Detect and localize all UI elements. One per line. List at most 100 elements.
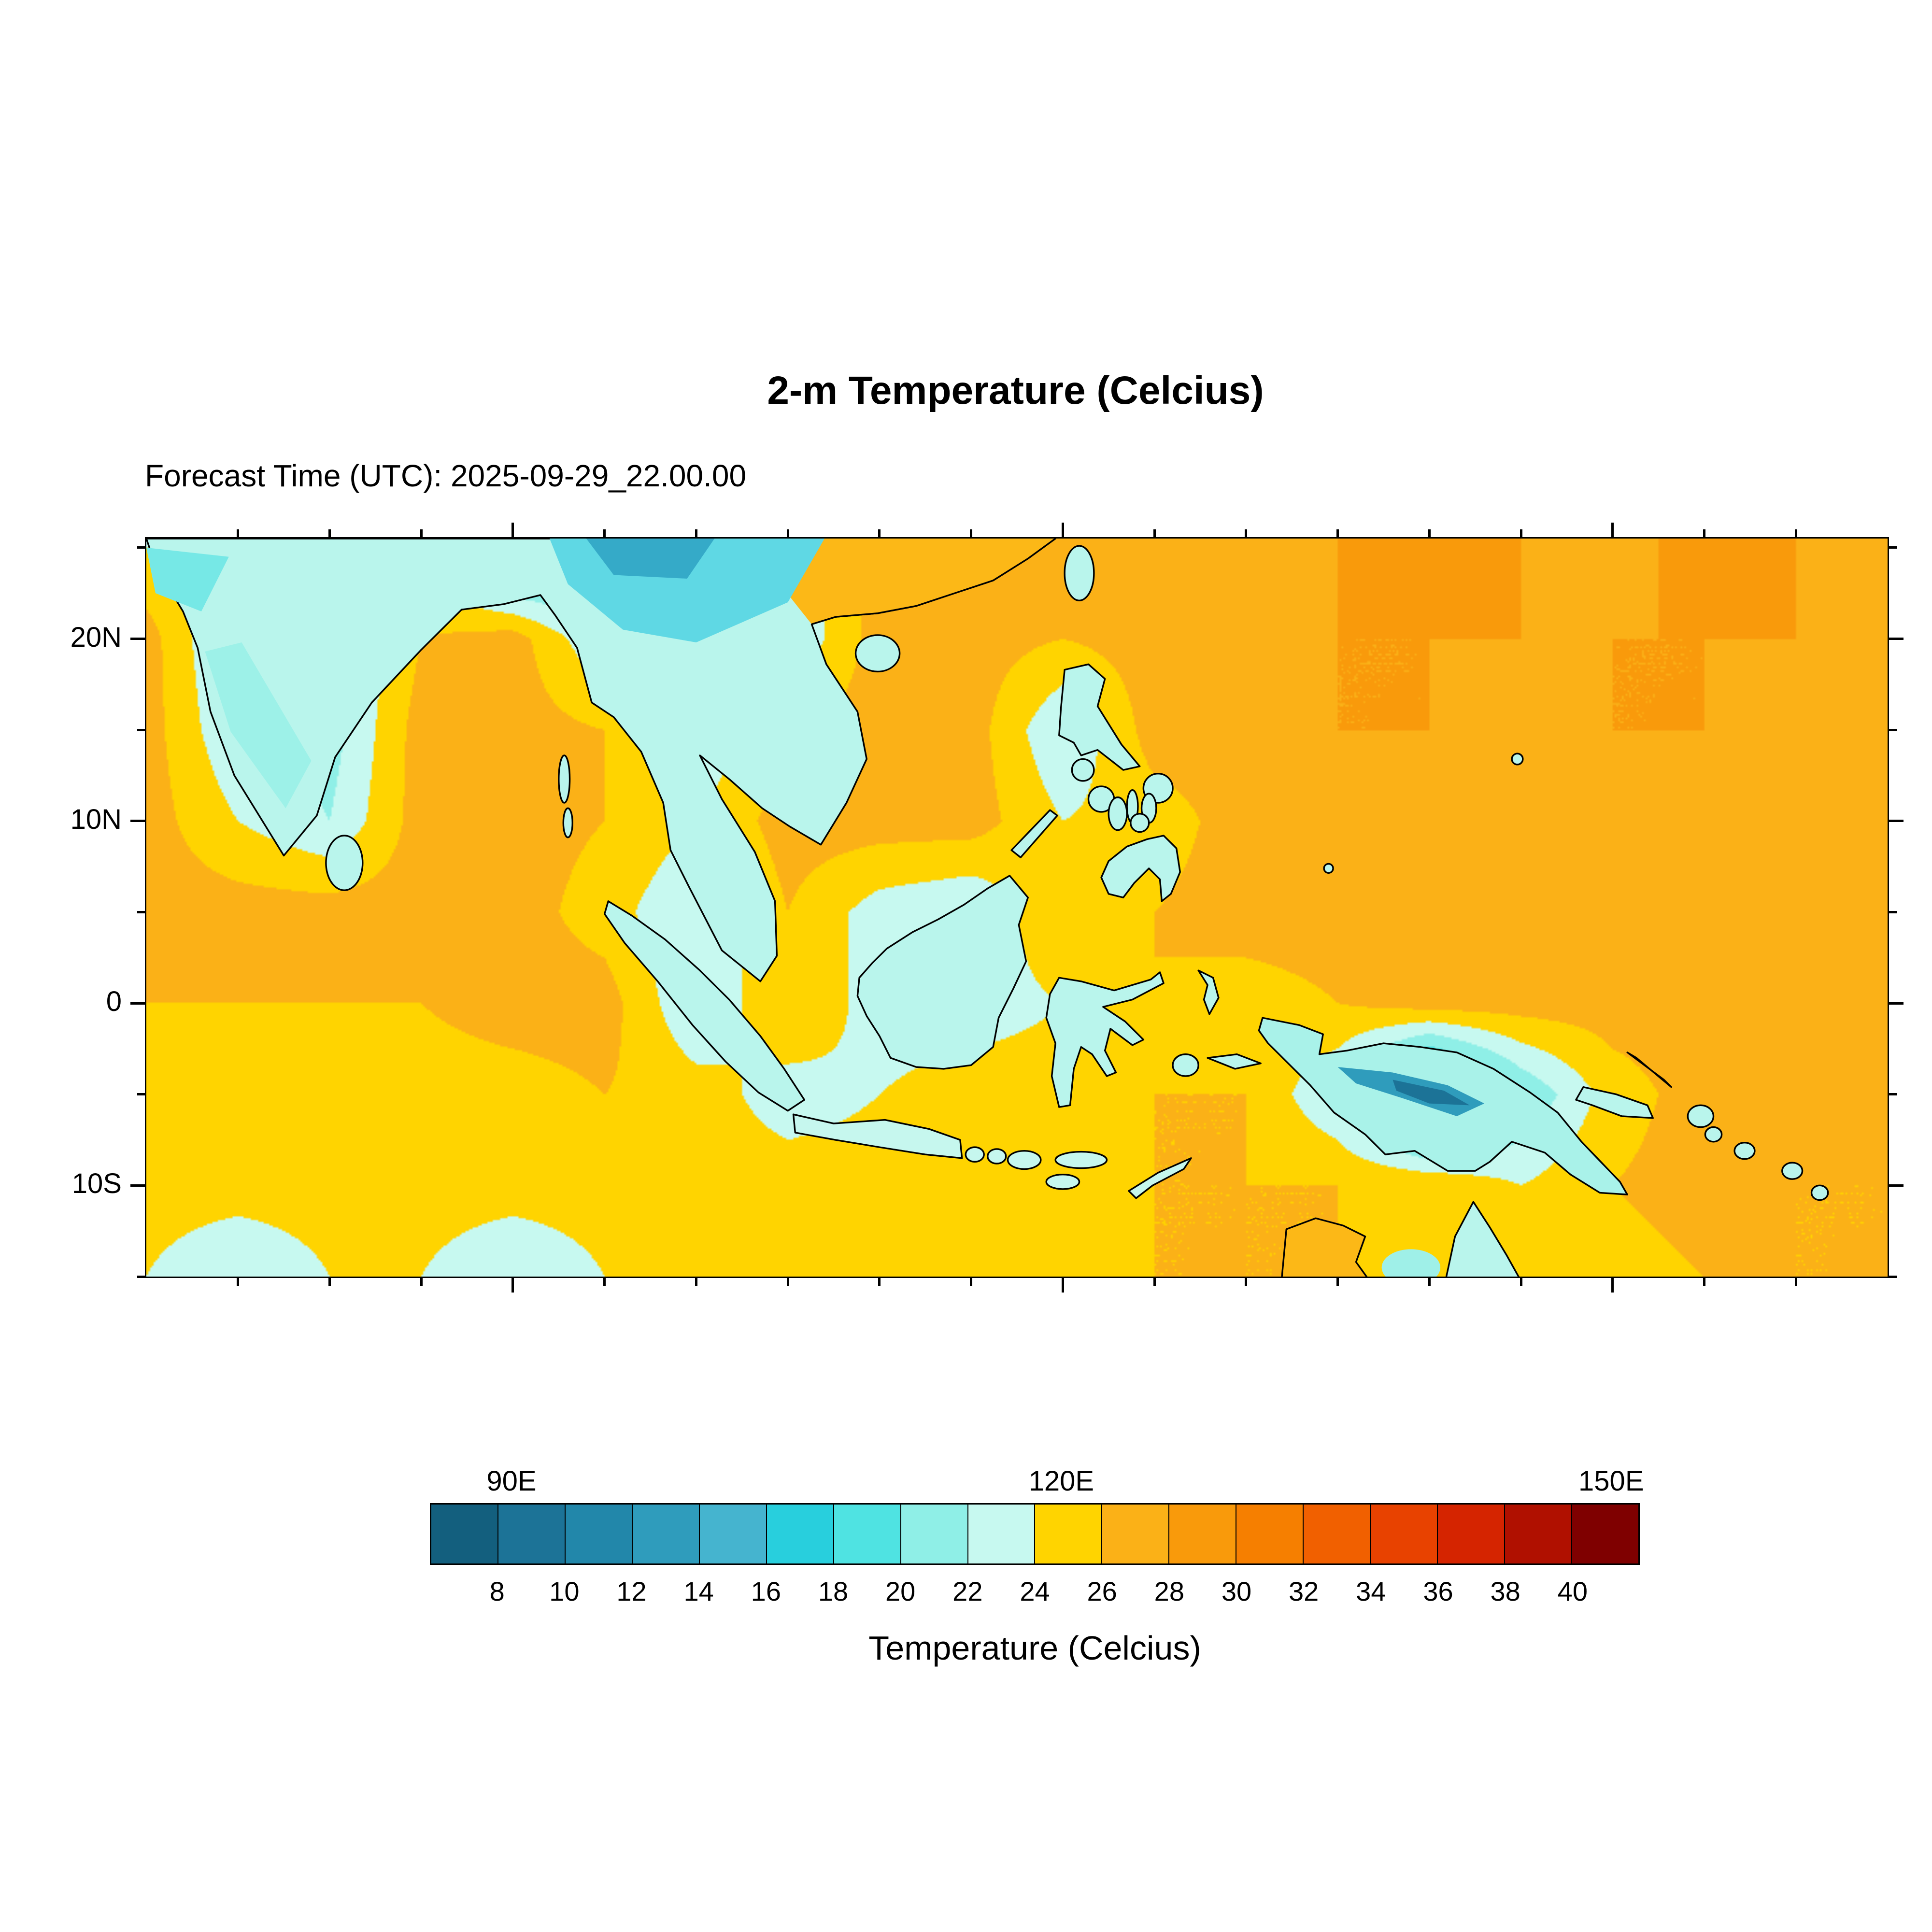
coastline-lombok bbox=[987, 1148, 1007, 1165]
colorbar-box-7 bbox=[900, 1505, 967, 1563]
axis-tick bbox=[137, 1093, 145, 1096]
coastline-bougainville bbox=[1687, 1104, 1715, 1128]
axis-tick bbox=[1794, 529, 1797, 537]
axis-tick bbox=[511, 523, 514, 537]
coastline-solomon-2 bbox=[1733, 1141, 1756, 1160]
forecast-time-label: Forecast Time (UTC): 2025-09-29_22.00.00 bbox=[145, 458, 747, 493]
colorbar-box-4 bbox=[698, 1505, 766, 1563]
axis-tick bbox=[1428, 1278, 1431, 1286]
axis-tick bbox=[137, 728, 145, 731]
axis-tick bbox=[1245, 529, 1248, 537]
colorbar-tick-label-8: 8 bbox=[489, 1576, 505, 1606]
colorbar-tick-label-34: 34 bbox=[1356, 1576, 1386, 1606]
axis-tick bbox=[695, 1278, 697, 1286]
colorbar-box-8 bbox=[967, 1505, 1035, 1563]
axis-tick bbox=[328, 1278, 331, 1286]
coastline-luzon bbox=[1058, 663, 1141, 771]
region-fill-south-china bbox=[762, 539, 1056, 625]
lat-tick-label-20N: 20N bbox=[70, 621, 122, 653]
lon-tick-label-90E: 90E bbox=[486, 1465, 537, 1497]
axis-tick bbox=[137, 546, 145, 549]
axis-tick bbox=[130, 820, 145, 823]
coastline-flores bbox=[1054, 1151, 1108, 1169]
axis-tick bbox=[130, 1184, 145, 1187]
coastline-mindoro bbox=[1071, 758, 1095, 782]
axis-tick bbox=[1245, 1278, 1248, 1286]
colorbar-box-11 bbox=[1168, 1505, 1236, 1563]
colorbar-tick-label-40: 40 bbox=[1557, 1576, 1588, 1606]
coastline-bohol bbox=[1130, 813, 1150, 833]
axis-tick bbox=[878, 1278, 881, 1286]
axis-tick bbox=[1703, 529, 1706, 537]
colorbar-box-0 bbox=[431, 1505, 497, 1563]
colorbar-tick-label-16: 16 bbox=[751, 1576, 781, 1606]
colorbar-box-9 bbox=[1034, 1505, 1102, 1563]
axis-tick bbox=[1794, 1278, 1797, 1286]
colorbar-box-6 bbox=[833, 1505, 900, 1563]
coastline-negros bbox=[1108, 796, 1128, 831]
region-fill-deccan-cool bbox=[205, 642, 312, 809]
coastline-andaman bbox=[558, 754, 571, 804]
coastline-sulawesi bbox=[1045, 971, 1165, 1108]
axis-tick bbox=[1611, 1278, 1614, 1293]
axis-tick bbox=[1336, 529, 1339, 537]
region-fill-carpentaria-cool bbox=[1381, 1249, 1441, 1277]
coastline-sumba bbox=[1045, 1174, 1080, 1190]
colorbar-box-17 bbox=[1571, 1505, 1638, 1563]
colorbar-tick-label-12: 12 bbox=[616, 1576, 647, 1606]
coastline-palawan bbox=[1010, 809, 1058, 858]
coastline-sri-lanka bbox=[325, 835, 364, 891]
axis-tick bbox=[130, 638, 145, 640]
colorbar-tick-label-30: 30 bbox=[1221, 1576, 1252, 1606]
colorbar bbox=[430, 1503, 1640, 1565]
colorbar-tick-label-28: 28 bbox=[1154, 1576, 1184, 1606]
colorbar-tick-label-32: 32 bbox=[1289, 1576, 1319, 1606]
axis-tick bbox=[970, 1278, 973, 1286]
axis-tick bbox=[1889, 1093, 1897, 1096]
coastline-bali bbox=[965, 1146, 985, 1163]
axis-tick bbox=[1061, 1278, 1064, 1293]
coastline-borneo bbox=[856, 875, 1029, 1070]
chart-title: 2-m Temperature (Celcius) bbox=[767, 369, 1264, 412]
coastline-seram bbox=[1207, 1053, 1262, 1070]
colorbar-tick-label-24: 24 bbox=[1020, 1576, 1050, 1606]
region-fill-himalaya-cold bbox=[586, 539, 715, 579]
colorbar-box-16 bbox=[1504, 1505, 1571, 1563]
lon-tick-label-120E: 120E bbox=[1028, 1465, 1094, 1497]
axis-tick bbox=[1520, 1278, 1522, 1286]
colorbar-box-10 bbox=[1101, 1505, 1169, 1563]
colorbar-tick-label-18: 18 bbox=[818, 1576, 849, 1606]
axis-tick bbox=[511, 1278, 514, 1293]
map-clip-region bbox=[146, 539, 1888, 1277]
axis-tick bbox=[1336, 1278, 1339, 1286]
colorbar-box-14 bbox=[1370, 1505, 1437, 1563]
coastline-arnhem-land bbox=[1281, 1217, 1368, 1277]
lon-tick-label-150E: 150E bbox=[1578, 1465, 1644, 1497]
axis-tick bbox=[137, 1275, 145, 1278]
coastline-solomon-4 bbox=[1810, 1184, 1829, 1201]
axis-tick bbox=[1520, 529, 1522, 537]
axis-tick bbox=[1889, 1184, 1904, 1187]
colorbar-tick-label-36: 36 bbox=[1423, 1576, 1453, 1606]
lat-tick-label-10S: 10S bbox=[71, 1168, 122, 1200]
coastline-halmahera bbox=[1197, 969, 1220, 1015]
colorbar-tick-label-10: 10 bbox=[549, 1576, 580, 1606]
coastline-java bbox=[792, 1113, 963, 1159]
axis-tick bbox=[1889, 638, 1904, 640]
axis-tick bbox=[786, 1278, 789, 1286]
coastline-overlay bbox=[146, 539, 1829, 1277]
axis-tick bbox=[1703, 1278, 1706, 1286]
axis-tick bbox=[420, 1278, 423, 1286]
axis-tick bbox=[970, 529, 973, 537]
coastline-solomon-3 bbox=[1781, 1162, 1804, 1180]
colorbar-box-3 bbox=[631, 1505, 699, 1563]
axis-tick bbox=[1153, 1278, 1156, 1286]
axis-tick bbox=[878, 529, 881, 537]
colorbar-tick-label-20: 20 bbox=[885, 1576, 916, 1606]
axis-tick bbox=[786, 529, 789, 537]
colorbar-tick-label-26: 26 bbox=[1087, 1576, 1117, 1606]
colorbar-box-2 bbox=[564, 1505, 632, 1563]
coastline-palau bbox=[1323, 863, 1334, 874]
axis-tick bbox=[1889, 820, 1904, 823]
